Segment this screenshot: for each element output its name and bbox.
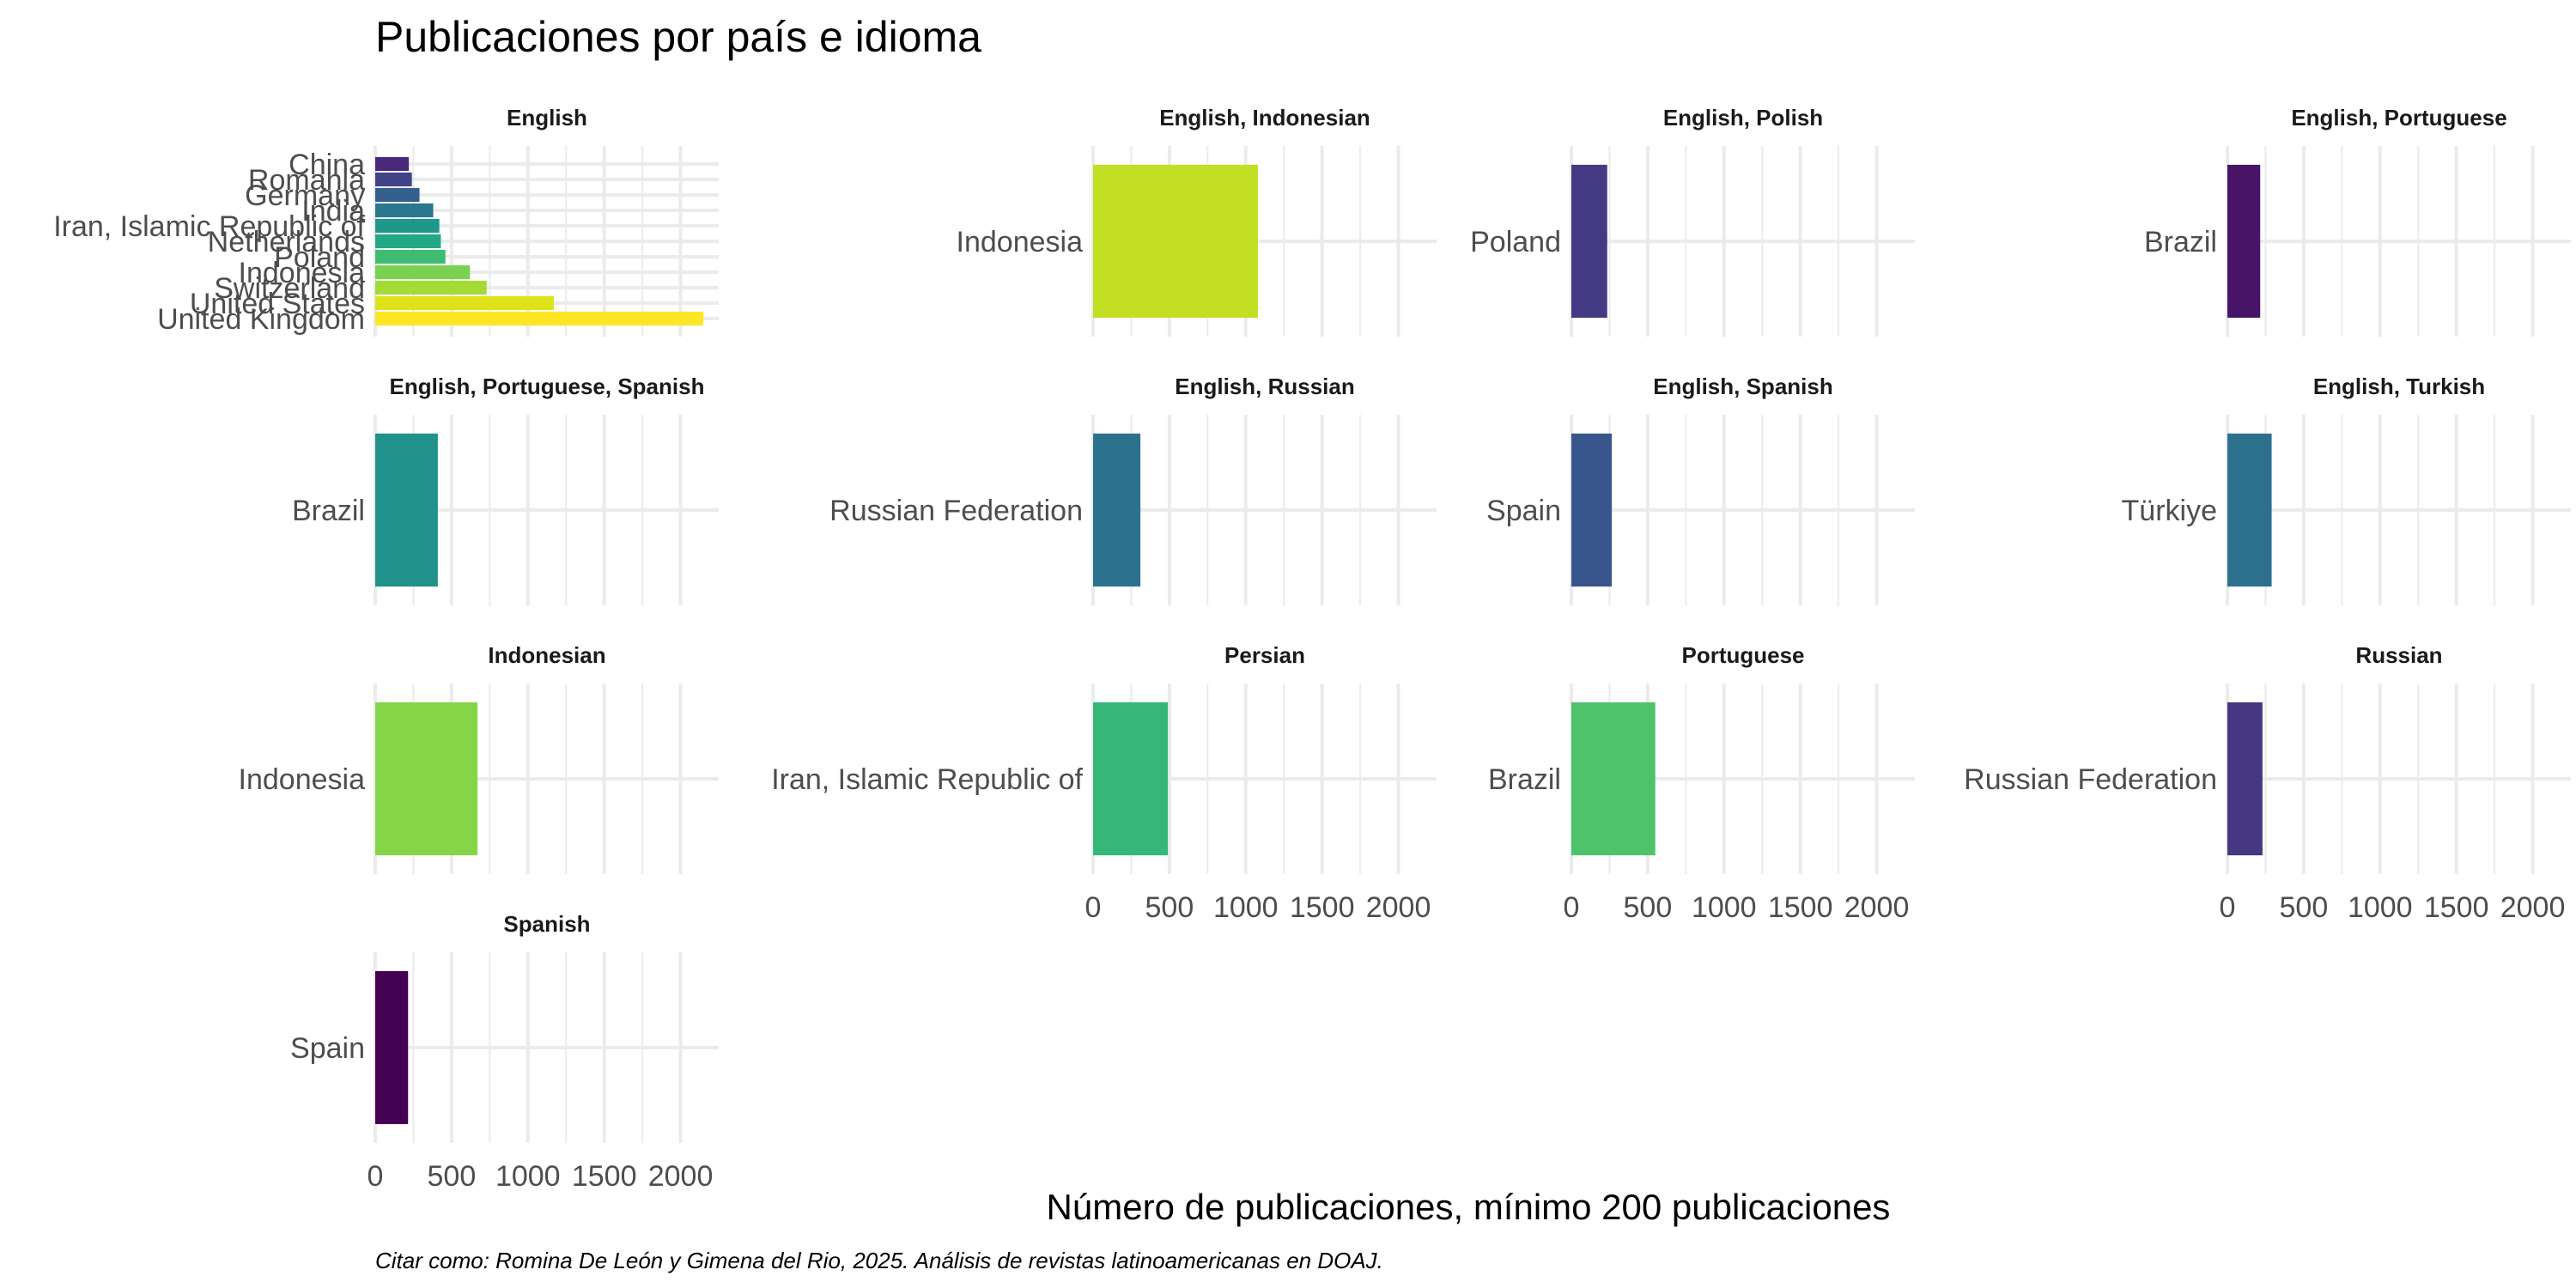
chart-title: Publicaciones por país e idioma: [375, 13, 981, 61]
x-tick-label: 1500: [572, 1160, 637, 1193]
facet-strip-label: Russian: [2355, 642, 2442, 668]
facet-strip-label: English, Indonesian: [1159, 105, 1370, 131]
bar: [375, 280, 487, 295]
y-tick-label: Brazil: [292, 495, 365, 527]
x-tick-label: 500: [1624, 891, 1673, 924]
y-tick-label: Spain: [290, 1032, 365, 1065]
facet-panel: English, Polish Poland: [1470, 105, 1915, 337]
facet-strip-label: English, Russian: [1175, 374, 1355, 399]
x-tick-label: 1500: [1290, 891, 1355, 924]
bar: [375, 702, 478, 856]
y-tick-label: Netherlands: [208, 226, 365, 258]
y-tick-label: Germany: [245, 179, 365, 212]
bar: [1571, 433, 1613, 587]
x-tick-label: 500: [1145, 891, 1194, 924]
bar: [1093, 433, 1141, 587]
y-tick-label: Spain: [1486, 495, 1561, 527]
facet-panel: Russian Russian Federation 0 500 1000 1500 200…: [1964, 642, 2571, 924]
y-tick-label: Poland: [274, 241, 365, 274]
x-axis-title: Número de publicaciones, mínimo 200 publ…: [1047, 1187, 1891, 1227]
y-tick-label: Switzerland: [214, 272, 365, 305]
bar: [375, 172, 412, 187]
bar: [375, 203, 434, 218]
facet-panel: English, Portuguese Brazil: [2144, 105, 2571, 337]
y-tick-label: India: [301, 195, 365, 228]
facet-strip-label: English, Spanish: [1653, 374, 1832, 399]
bar: [375, 218, 440, 234]
x-tick-label: 1500: [1768, 891, 1833, 924]
facet-panel: English, Portuguese, Spanish Brazil: [292, 374, 719, 605]
bar: [375, 970, 409, 1125]
bar: [1571, 164, 1607, 319]
facet-strip-label: Spanish: [503, 911, 590, 937]
facet-panel: Portuguese Brazil 0 500 1000 1500 2000: [1488, 642, 1915, 924]
facet-strip-label: English: [507, 105, 587, 131]
bar: [375, 156, 410, 172]
y-tick-label: Brazil: [1488, 763, 1561, 796]
y-tick-label: Russian Federation: [829, 495, 1083, 527]
y-tick-label: Romania: [248, 164, 365, 197]
facet-panel: Indonesian Indonesia: [239, 642, 719, 874]
bar: [375, 311, 704, 326]
y-tick-label: United Kingdom: [157, 303, 365, 336]
x-tick-label: 0: [1564, 891, 1580, 924]
bar: [375, 433, 438, 587]
x-tick-label: 1000: [1692, 891, 1757, 924]
y-tick-label: Iran, Islamic Republic of: [771, 763, 1083, 796]
facet-panel: Persian Iran, Islamic Republic of 0 500 1000…: [771, 642, 1437, 924]
x-tick-label: 0: [368, 1160, 384, 1193]
chart-caption: Citar como: Romina De León y Gimena del …: [375, 1248, 1383, 1273]
bar: [375, 295, 554, 311]
facet-panel: Spanish Spain 0 500 1000 1500 2000: [290, 911, 719, 1193]
x-tick-label: 500: [428, 1160, 477, 1193]
x-tick-label: 1000: [2348, 891, 2413, 924]
y-tick-label: Iran, Islamic Republic of: [53, 210, 365, 243]
x-tick-label: 2000: [1844, 891, 1910, 924]
y-tick-label: Türkiye: [2122, 495, 2217, 527]
bar: [1093, 702, 1169, 856]
bar: [375, 249, 446, 264]
x-tick-label: 2000: [2500, 891, 2566, 924]
x-tick-label: 0: [1085, 891, 1102, 924]
y-tick-label: China: [289, 149, 365, 181]
x-tick-label: 1000: [1213, 891, 1279, 924]
facet-strip-label: English, Turkish: [2313, 374, 2485, 399]
x-tick-label: 1000: [495, 1160, 561, 1193]
x-tick-label: 2000: [1366, 891, 1431, 924]
facet-panel: English, Indonesian Indonesia: [957, 105, 1437, 337]
facet-panel: English, Turkish Türkiye: [2122, 374, 2571, 605]
bar: [375, 264, 471, 280]
y-tick-label: Indonesia: [239, 257, 366, 289]
bar: [1093, 164, 1258, 319]
x-tick-label: 500: [2280, 891, 2329, 924]
facet-strip-label: English, Portuguese: [2291, 105, 2506, 131]
bar: [2227, 702, 2263, 856]
y-tick-label: Russian Federation: [1964, 763, 2217, 796]
facet-panel: English, Russian Russian Federation: [829, 374, 1437, 605]
y-tick-label: Poland: [1470, 226, 1561, 258]
x-tick-label: 0: [2220, 891, 2236, 924]
y-tick-label: Indonesia: [239, 763, 366, 796]
bar: [2227, 433, 2272, 587]
facet-strip-label: English, Portuguese, Spanish: [390, 374, 705, 399]
x-tick-label: 2000: [648, 1160, 714, 1193]
facet-strip-label: English, Polish: [1663, 105, 1823, 131]
facet-strip-label: Persian: [1224, 642, 1305, 668]
bar: [375, 187, 420, 203]
facet-strip-label: Portuguese: [1681, 642, 1804, 668]
bar: [375, 234, 441, 249]
bar: [2227, 164, 2261, 319]
facet-panel: English, Spanish Spain: [1486, 374, 1915, 605]
y-tick-label: Indonesia: [957, 226, 1084, 258]
bar: [1571, 702, 1656, 856]
y-tick-label: Brazil: [2144, 226, 2217, 258]
x-tick-label: 1500: [2424, 891, 2489, 924]
facet-strip-label: Indonesian: [488, 642, 605, 668]
y-tick-label: United States: [190, 288, 365, 320]
